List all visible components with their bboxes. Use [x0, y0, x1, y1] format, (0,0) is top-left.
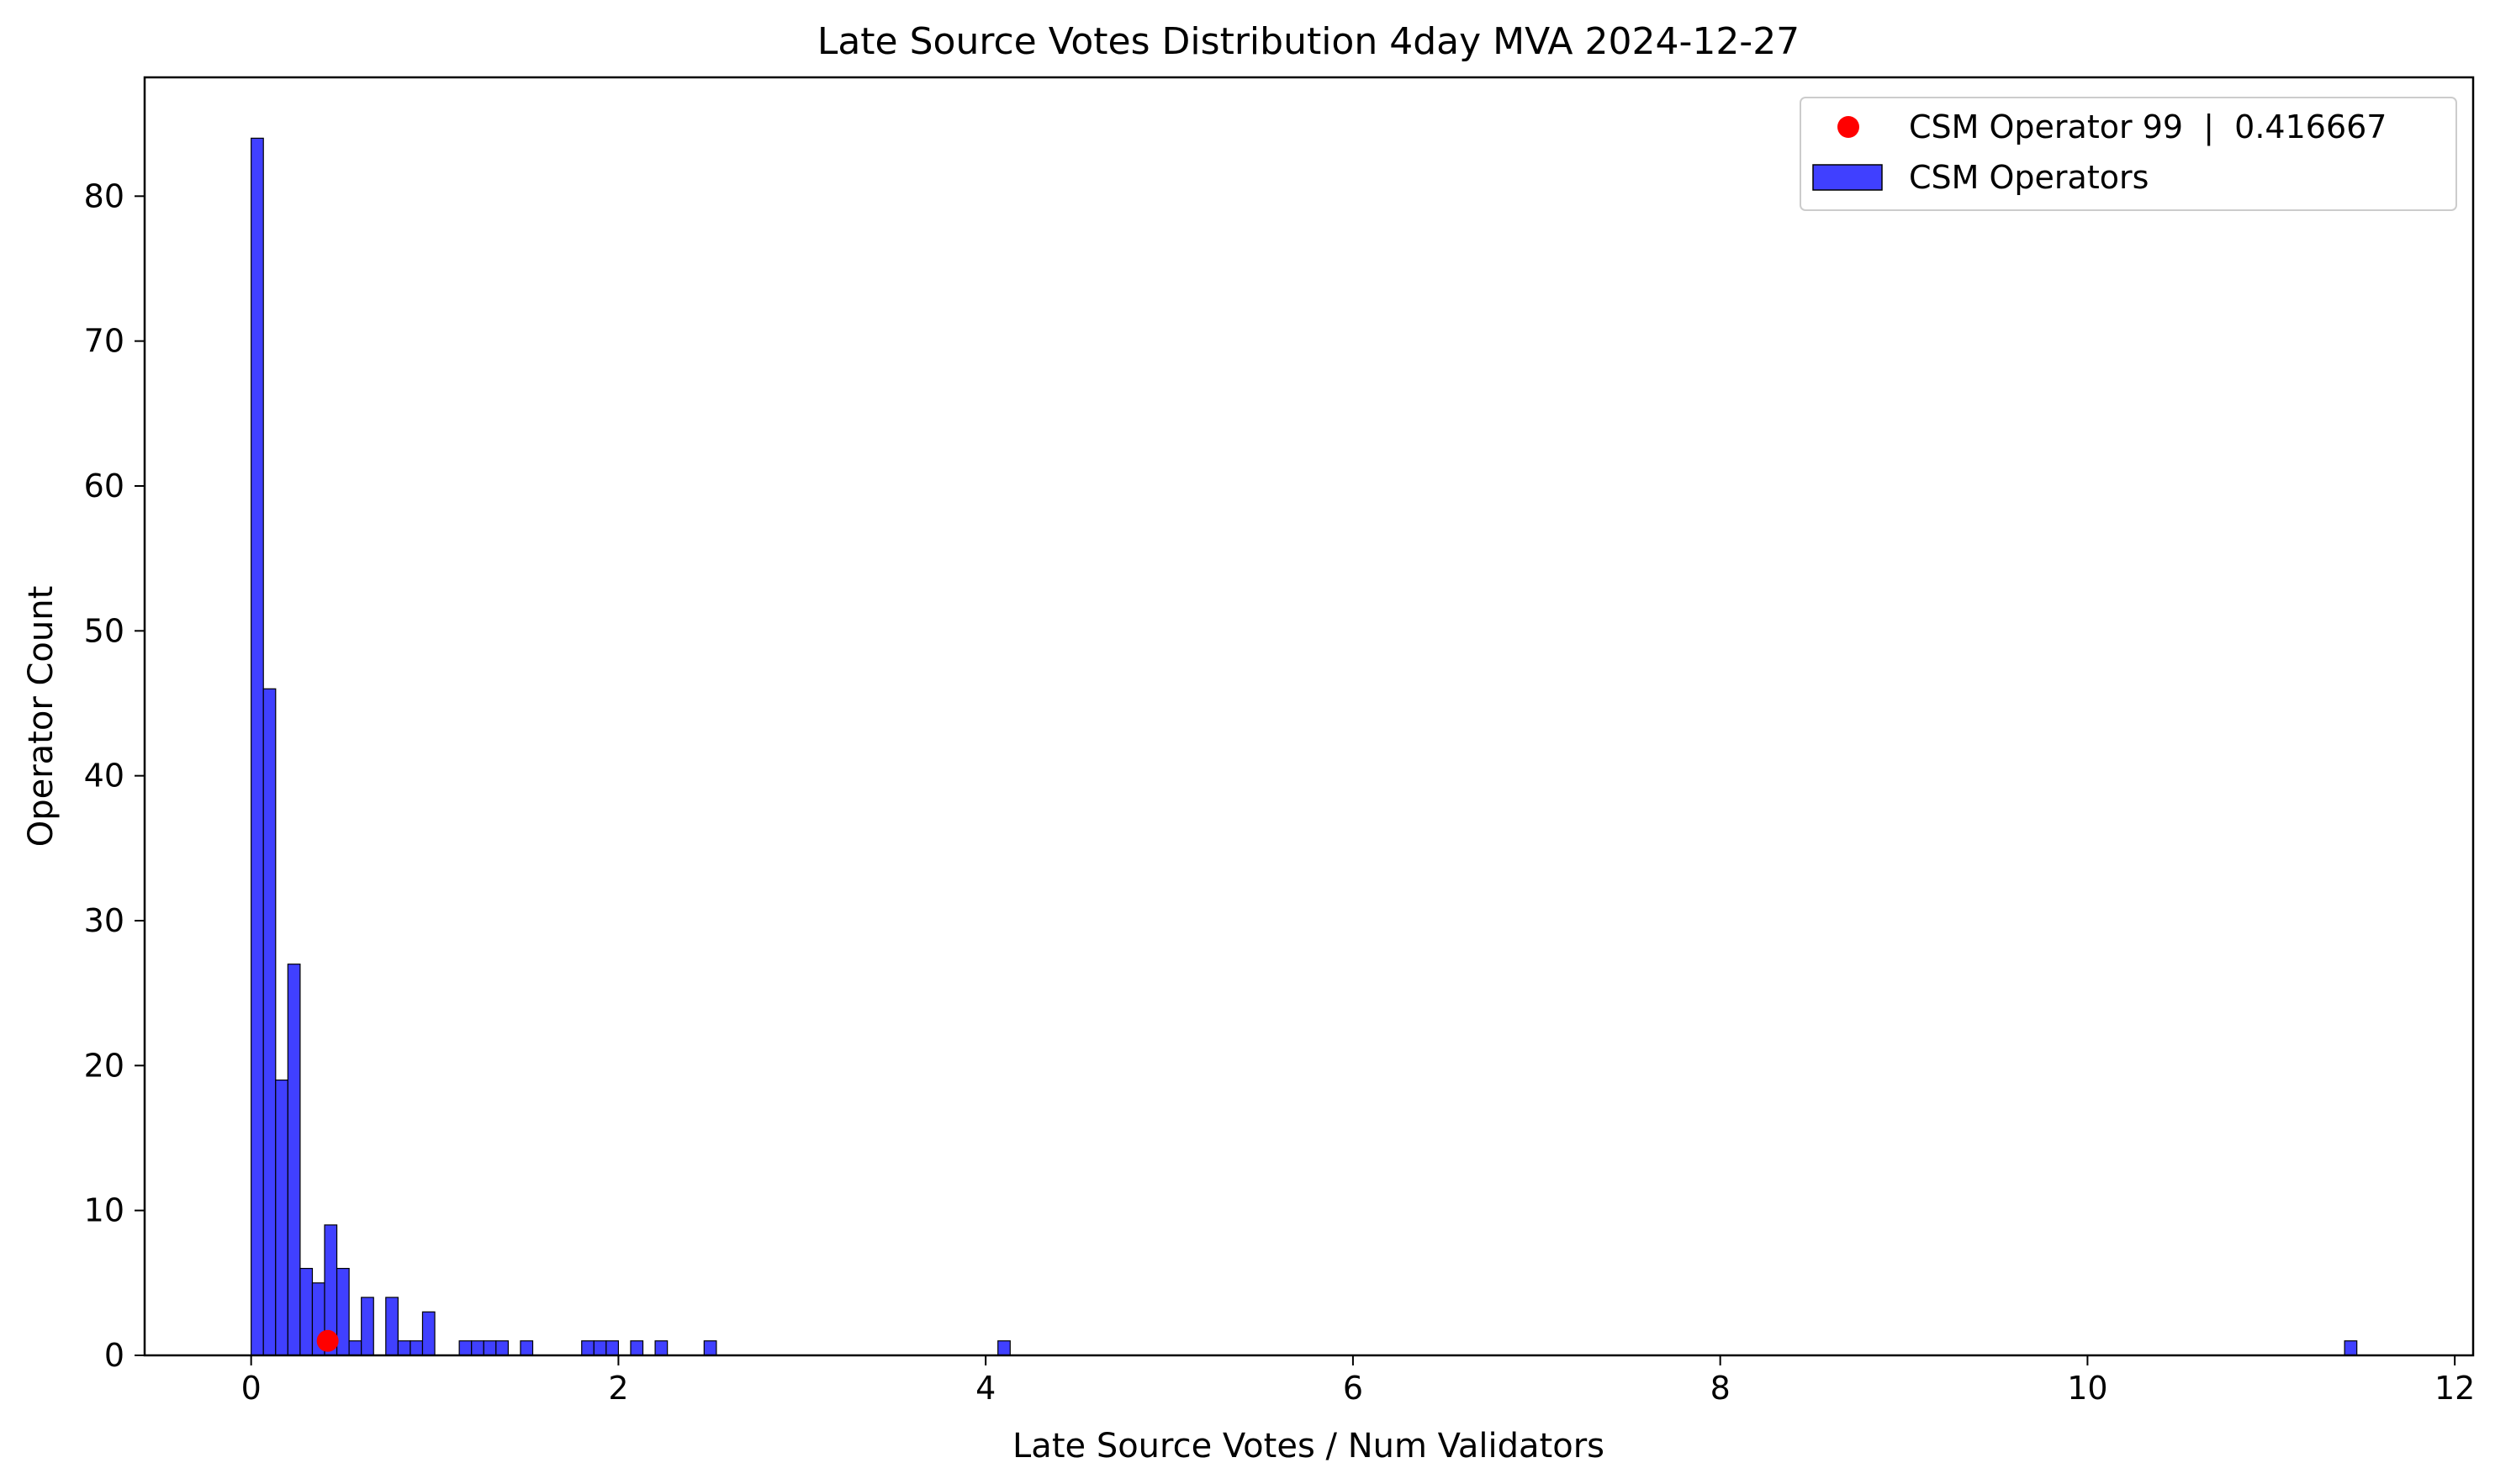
x-tick-label-1: 2 [608, 1370, 628, 1407]
legend-label-operator-99: CSM Operator 99 | 0.416667 [1909, 108, 2387, 146]
y-tick-label-6: 60 [84, 467, 124, 504]
histogram-bar-14 [458, 1340, 473, 1356]
histogram-bar-0 [251, 137, 264, 1356]
plot-frame [143, 76, 2475, 1357]
bars-layer [251, 137, 2358, 1356]
y-tick-label-1: 10 [84, 1192, 124, 1229]
legend-swatch-operators [1812, 164, 1883, 191]
y-tick-label-3: 30 [84, 902, 124, 939]
x-axis-label: Late Source Votes / Num Validators [1012, 1427, 1604, 1466]
y-tick-label-0: 0 [104, 1337, 124, 1374]
histogram-bar-8 [348, 1340, 362, 1356]
legend-label-operators: CSM Operators [1909, 159, 2149, 196]
legend-marker-operator-99 [1837, 116, 1859, 138]
x-tick-label-6: 12 [2434, 1370, 2475, 1407]
histogram-bar-1 [262, 688, 277, 1356]
legend: CSM Operator 99 | 0.416667 CSM Operators [1800, 97, 2457, 211]
histogram-bar-7 [336, 1267, 350, 1356]
x-tick-label-0: 0 [241, 1370, 262, 1407]
histogram-bar-4 [299, 1267, 314, 1356]
histogram-bar-2 [275, 1079, 288, 1356]
histogram-bar-13 [421, 1311, 436, 1356]
x-tick-label-3: 6 [1343, 1370, 1363, 1407]
histogram-bar-16 [483, 1340, 497, 1356]
histogram-bar-11 [397, 1340, 411, 1356]
histogram-bar-3 [287, 964, 301, 1356]
points-layer [316, 1329, 339, 1352]
histogram-bar-17 [495, 1340, 509, 1356]
y-tick-label-2: 20 [84, 1047, 124, 1084]
histogram-bar-26 [2344, 1340, 2358, 1356]
y-axis-ticks: 0 10 20 30 40 50 60 70 80 [84, 177, 145, 1374]
x-axis-ticks: 0 2 4 6 8 10 12 [241, 1355, 2475, 1407]
y-axis-label: Operator Count [22, 586, 61, 848]
histogram-bar-12 [410, 1340, 424, 1356]
histogram-bar-9 [361, 1297, 374, 1356]
x-tick-label-4: 8 [1710, 1370, 1731, 1407]
chart-title: Late Source Votes Distribution 4day MVA … [817, 20, 1800, 63]
histogram-bar-25 [997, 1340, 1011, 1356]
histogram-bar-20 [593, 1340, 607, 1356]
histogram-bar-22 [630, 1340, 644, 1356]
histogram-bar-23 [654, 1340, 669, 1356]
histogram-bar-10 [385, 1297, 399, 1356]
histogram-bar-15 [471, 1340, 484, 1356]
histogram-bar-24 [703, 1340, 717, 1356]
highlight-point-0 [316, 1329, 339, 1352]
histogram-bar-21 [605, 1340, 620, 1356]
y-tick-label-8: 80 [84, 177, 124, 214]
legend-frame [1800, 97, 2457, 211]
y-tick-label-7: 70 [84, 323, 124, 360]
histogram-bar-19 [581, 1340, 595, 1356]
y-tick-label-4: 40 [84, 758, 124, 795]
histogram-bar-18 [520, 1340, 534, 1356]
x-tick-label-2: 4 [975, 1370, 996, 1407]
x-tick-label-5: 10 [2067, 1370, 2107, 1407]
y-tick-label-5: 50 [84, 612, 124, 649]
